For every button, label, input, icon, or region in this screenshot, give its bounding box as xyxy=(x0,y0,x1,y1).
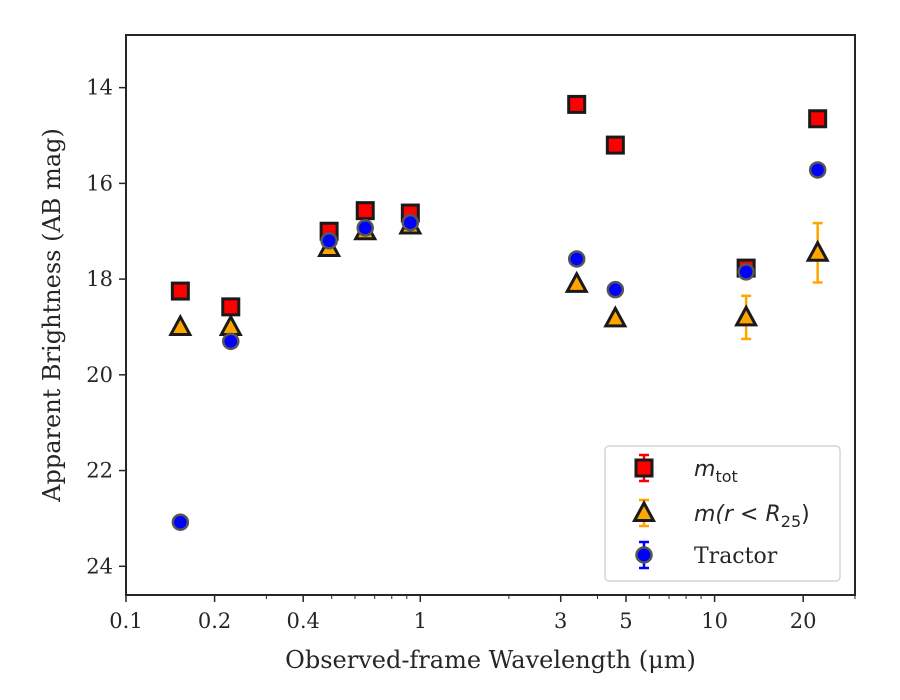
y-tick-label: 14 xyxy=(86,76,113,100)
x-axis-label: Observed-frame Wavelength (μm) xyxy=(285,646,696,674)
y-tick-label: 20 xyxy=(86,363,113,387)
data-point-triangle xyxy=(603,305,628,328)
legend-marker-square xyxy=(634,458,654,478)
data-point-circle xyxy=(606,280,625,299)
data-point-square xyxy=(221,297,241,317)
legend-entry: mtot xyxy=(634,453,738,486)
legend-label: m(r < R25) xyxy=(694,502,810,531)
data-point-triangle xyxy=(805,239,830,262)
legend-entry: Tractor xyxy=(635,540,778,570)
data-point-square xyxy=(808,109,828,129)
data-marks xyxy=(168,94,830,531)
data-point-square xyxy=(170,281,190,301)
data-point-triangle xyxy=(734,304,759,327)
y-tick-label: 22 xyxy=(86,459,113,483)
data-point-triangle xyxy=(564,270,589,293)
legend-marker-triangle xyxy=(631,499,657,522)
x-tick-label: 0.1 xyxy=(109,609,142,633)
data-point-circle xyxy=(171,513,190,531)
x-tick-label: 10 xyxy=(701,609,728,633)
legend-entry: m(r < R25) xyxy=(631,498,810,531)
data-point-circle xyxy=(356,219,374,237)
data-point-circle xyxy=(401,213,420,232)
y-axis-label: Apparent Brightness (AB mag) xyxy=(38,128,66,503)
series-triangle xyxy=(168,212,830,341)
data-point-circle xyxy=(222,332,240,351)
data-point-circle xyxy=(808,161,827,179)
data-point-square xyxy=(355,201,375,221)
x-tick-label: 0.2 xyxy=(198,609,231,633)
data-point-circle xyxy=(737,263,755,281)
plot-frame xyxy=(125,34,856,596)
legend-marker-circle xyxy=(635,546,653,564)
legend-box xyxy=(604,445,841,582)
series-square xyxy=(170,94,828,317)
data-point-circle xyxy=(567,250,586,268)
series-circle xyxy=(171,161,827,531)
x-tick-label: 3 xyxy=(554,609,567,633)
legend-label: Tractor xyxy=(694,544,778,569)
data-point-square xyxy=(567,94,587,114)
data-point-circle xyxy=(320,232,338,250)
legend-label: mtot xyxy=(694,457,738,486)
x-tick-label: 20 xyxy=(790,609,817,633)
data-point-square xyxy=(605,135,625,155)
data-point-triangle xyxy=(168,313,193,336)
y-tick-label: 18 xyxy=(86,267,113,291)
x-tick-label: 0.4 xyxy=(286,609,319,633)
x-tick-label: 1 xyxy=(414,609,427,633)
legend: mtot m(r < R25) Tractor xyxy=(604,445,841,582)
x-tick-label: 5 xyxy=(619,609,632,633)
data-point-triangle xyxy=(218,313,243,336)
y-tick-label: 24 xyxy=(86,554,113,578)
axis-ticks: 0.1 0.2 0.4 1 3 5 10 20 14 16 18 20 22 24 xyxy=(86,76,856,633)
y-tick-label: 16 xyxy=(86,171,113,195)
